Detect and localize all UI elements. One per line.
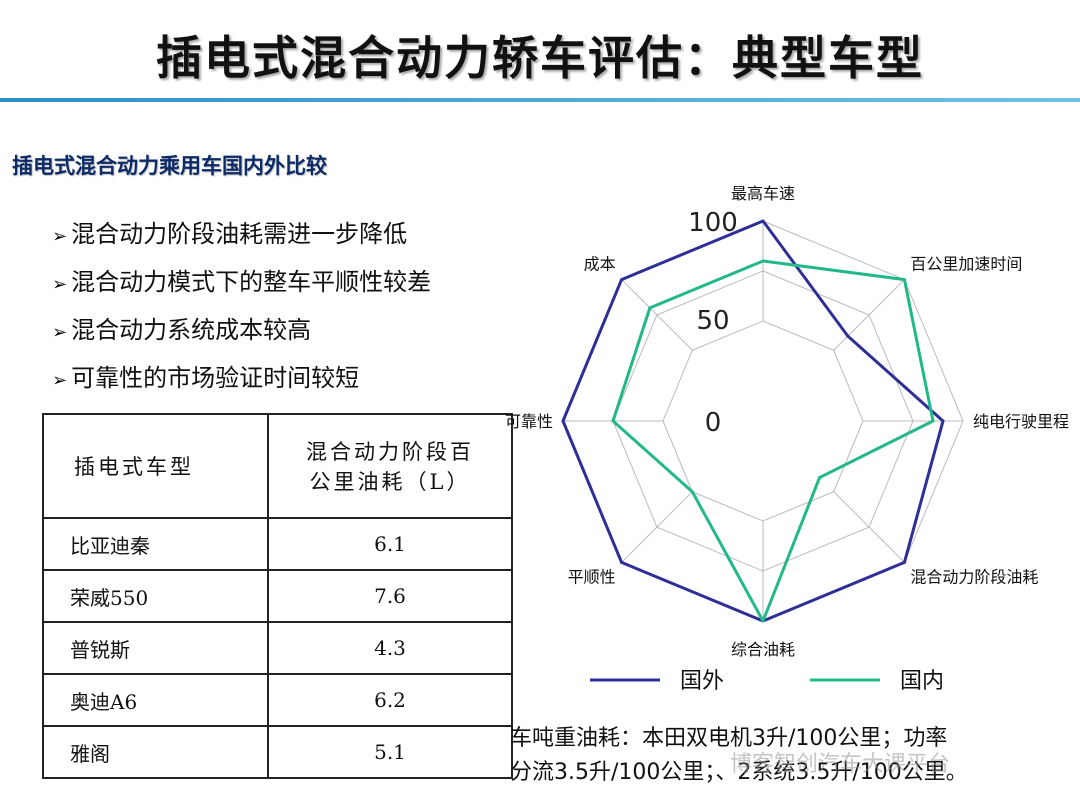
bullet-item: ➢ 可靠性的市场验证时间较短 <box>52 358 431 406</box>
radar-data-point <box>941 419 945 423</box>
radar-tick-label: 100 <box>688 208 738 238</box>
radar-axis-label: 混合动力阶段油耗 <box>910 567 1038 586</box>
table-cell-value: 4.3 <box>267 621 513 675</box>
radar-axis-label: 成本 <box>584 255 616 274</box>
radar-data-point <box>648 306 652 310</box>
watermark: 博客智创汽车大课平台 <box>730 752 951 777</box>
bullet-arrow-icon: ➢ <box>52 274 68 295</box>
radar-axis-label: 综合油耗 <box>731 640 795 659</box>
fuel-consumption-table: 插电式车型 混合动力阶段百 公里油耗（L） 比亚迪秦 6.1 荣威550 7.6 普… <box>42 413 513 779</box>
radar-data-point <box>818 476 822 480</box>
table-cell-model: 荣威550 <box>42 569 269 623</box>
table-cell-model: 普锐斯 <box>42 621 269 675</box>
title-divider <box>0 98 1080 102</box>
table-row: 雅阁 5.1 <box>42 725 513 779</box>
bullet-arrow-icon: ➢ <box>52 322 68 343</box>
footnote-line: 车吨重油耗：本田双电机3升/100公里；功率 <box>510 726 948 751</box>
footnote-line: 分流3.5升/100公里；、2系统3.5升/100公里。 <box>510 760 968 785</box>
bullet-arrow-icon: ➢ <box>52 370 68 391</box>
table-row: 奥迪A6 6.2 <box>42 673 513 727</box>
radar-data-point <box>761 619 765 623</box>
section-subtitle: 插电式混合动力乘用车国内外比较 <box>12 154 327 178</box>
radar-axis-label: 可靠性 <box>505 412 553 431</box>
radar-spoke <box>833 491 905 563</box>
radar-axis-label: 最高车速 <box>731 184 795 203</box>
table-cell-model: 比亚迪秦 <box>42 517 269 571</box>
radar-axis-label: 百公里加速时间 <box>910 255 1022 274</box>
footnote: 车吨重油耗：本田双电机3升/100公里；功率 分流3.5升/100公里；、2系统… <box>510 722 968 790</box>
bullet-arrow-icon: ➢ <box>52 226 68 247</box>
radar-data-point <box>902 560 906 564</box>
table-cell-value: 6.1 <box>267 517 513 571</box>
bullet-item: ➢ 混合动力阶段油耗需进一步降低 <box>52 214 431 262</box>
table-header-model: 插电式车型 <box>42 413 269 519</box>
bullet-text: 混合动力阶段油耗需进一步降低 <box>71 220 408 248</box>
table-header-fuel: 混合动力阶段百 公里油耗（L） <box>267 413 513 519</box>
radar-data-point <box>761 259 765 263</box>
radar-data-point <box>561 419 565 423</box>
radar-data-point <box>931 419 935 423</box>
table-row: 荣威550 7.6 <box>42 569 513 623</box>
table-header-fuel-line1: 混合动力阶段百 <box>306 440 474 464</box>
page-title: 插电式混合动力轿车评估：典型车型 <box>156 31 924 85</box>
radar-tick-label: 0 <box>705 408 722 438</box>
table-header-row: 插电式车型 混合动力阶段百 公里油耗（L） <box>42 413 513 519</box>
bullet-text: 混合动力系统成本较高 <box>71 316 312 344</box>
legend-label: 国内 <box>900 669 944 694</box>
table-header-fuel-line2: 公里油耗（L） <box>309 470 471 494</box>
radar-spoke <box>833 279 905 351</box>
bullet-text: 可靠性的市场验证时间较短 <box>71 364 360 392</box>
bullet-item: ➢ 混合动力系统成本较高 <box>52 310 431 358</box>
legend-label: 国外 <box>680 669 724 694</box>
table-cell-model: 奥迪A6 <box>42 673 269 727</box>
table-row: 比亚迪秦 6.1 <box>42 517 513 571</box>
radar-data-point <box>902 278 906 282</box>
table-cell-value: 6.2 <box>267 673 513 727</box>
radar-data-point <box>761 219 765 223</box>
table-cell-model: 雅阁 <box>42 725 269 779</box>
radar-data-point <box>620 278 624 282</box>
radar-data-point <box>846 334 850 338</box>
radar-axis-label: 纯电行驶里程 <box>973 412 1069 431</box>
radar-spoke <box>621 279 693 351</box>
bullet-text: 混合动力模式下的整车平顺性较差 <box>71 268 432 296</box>
table-cell-value: 5.1 <box>267 725 513 779</box>
radar-tick-label: 50 <box>696 306 729 336</box>
table-row: 普锐斯 4.3 <box>42 621 513 675</box>
radar-data-point <box>690 490 694 494</box>
radar-data-point <box>611 419 615 423</box>
bullet-item: ➢ 混合动力模式下的整车平顺性较差 <box>52 262 431 310</box>
bullet-list: ➢ 混合动力阶段油耗需进一步降低 ➢ 混合动力模式下的整车平顺性较差 ➢ 混合动力系统… <box>52 214 431 406</box>
radar-spoke <box>621 491 693 563</box>
radar-data-point <box>620 560 624 564</box>
table-cell-value: 7.6 <box>267 569 513 623</box>
radar-axis-label: 平顺性 <box>568 567 616 586</box>
